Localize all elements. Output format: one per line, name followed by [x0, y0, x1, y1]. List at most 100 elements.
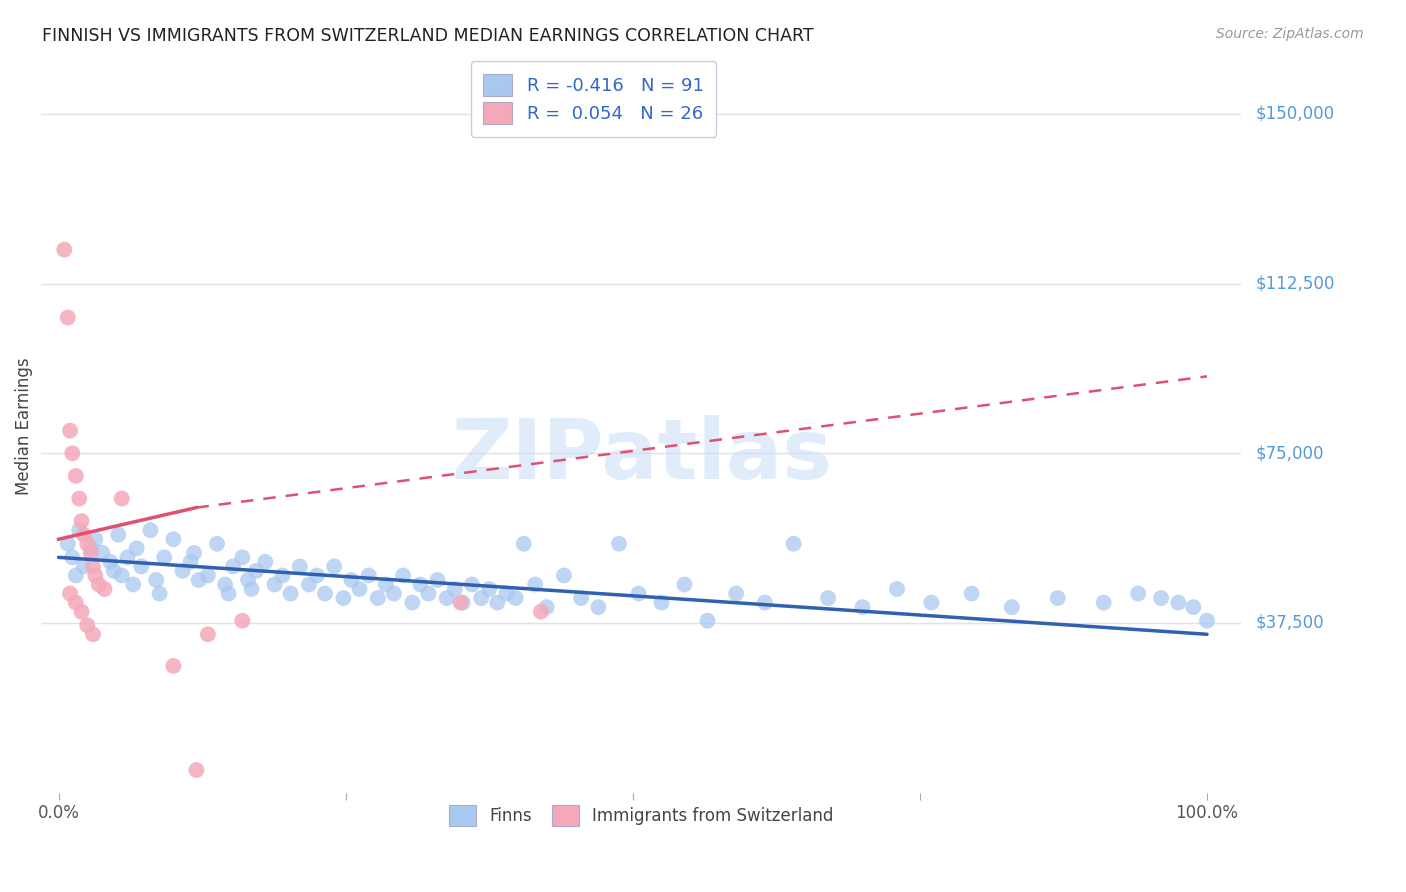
Point [197, 568, 219, 582]
Point [392, 568, 415, 582]
Point [162, 659, 184, 673]
Point [59, 424, 82, 438]
Point [1046, 591, 1069, 605]
Point [1001, 600, 1024, 615]
Point [107, 527, 129, 541]
Point [98, 555, 121, 569]
Point [180, 555, 202, 569]
Point [1195, 614, 1218, 628]
Point [1126, 586, 1149, 600]
Point [886, 582, 908, 596]
Point [53, 243, 76, 257]
Point [782, 537, 804, 551]
Point [418, 586, 440, 600]
Point [186, 763, 208, 777]
Point [920, 596, 942, 610]
Point [357, 568, 380, 582]
Point [56, 310, 79, 325]
Point [280, 586, 302, 600]
Point [530, 605, 553, 619]
Point [111, 491, 134, 506]
Point [231, 614, 253, 628]
Point [1182, 600, 1205, 615]
Point [263, 577, 285, 591]
Point [436, 591, 458, 605]
Point [103, 564, 125, 578]
Point [288, 559, 311, 574]
Point [172, 564, 194, 578]
Point [76, 537, 98, 551]
Point [139, 523, 162, 537]
Point [73, 527, 96, 541]
Point [218, 586, 240, 600]
Point [254, 555, 277, 569]
Point [111, 568, 134, 582]
Point [569, 591, 592, 605]
Point [231, 550, 253, 565]
Point [214, 577, 236, 591]
Point [443, 582, 465, 596]
Point [451, 596, 474, 610]
Point [129, 559, 152, 574]
Point [409, 577, 432, 591]
Point [1092, 596, 1115, 610]
Point [495, 586, 517, 600]
Point [117, 550, 139, 565]
Point [332, 591, 354, 605]
Point [696, 614, 718, 628]
Point [524, 577, 547, 591]
Point [59, 586, 82, 600]
Point [125, 541, 148, 556]
Point [607, 537, 630, 551]
Point [505, 591, 527, 605]
Point [67, 491, 90, 506]
Point [478, 582, 501, 596]
Point [183, 546, 205, 560]
Text: $112,500: $112,500 [1256, 275, 1334, 293]
Point [80, 546, 103, 560]
Point [56, 537, 79, 551]
Point [536, 600, 558, 615]
Point [60, 446, 83, 460]
Point [67, 523, 90, 537]
Point [382, 586, 405, 600]
Point [245, 564, 267, 578]
Y-axis label: Median Earnings: Median Earnings [15, 358, 32, 495]
Point [553, 568, 575, 582]
Point [1150, 591, 1173, 605]
Point [73, 559, 96, 574]
Point [374, 577, 396, 591]
Point [122, 577, 145, 591]
Point [367, 591, 389, 605]
Point [817, 591, 839, 605]
Point [450, 596, 472, 610]
Text: $75,000: $75,000 [1256, 444, 1324, 462]
Point [236, 573, 259, 587]
Point [271, 568, 294, 582]
Point [754, 596, 776, 610]
Point [851, 600, 873, 615]
Legend: Finns, Immigrants from Switzerland: Finns, Immigrants from Switzerland [440, 796, 844, 836]
Point [197, 627, 219, 641]
Point [149, 586, 172, 600]
Point [187, 573, 209, 587]
Point [84, 568, 107, 582]
Point [298, 577, 321, 591]
Point [65, 568, 87, 582]
Point [222, 559, 245, 574]
Point [65, 469, 87, 483]
Point [305, 568, 328, 582]
Point [314, 586, 336, 600]
Point [91, 546, 114, 560]
Point [323, 559, 346, 574]
Text: Source: ZipAtlas.com: Source: ZipAtlas.com [1216, 27, 1364, 41]
Text: $37,500: $37,500 [1256, 614, 1324, 632]
Point [65, 596, 87, 610]
Point [82, 559, 104, 574]
Point [87, 577, 110, 591]
Point [426, 573, 449, 587]
Point [650, 596, 672, 610]
Point [627, 586, 650, 600]
Point [162, 533, 184, 547]
Point [588, 600, 610, 615]
